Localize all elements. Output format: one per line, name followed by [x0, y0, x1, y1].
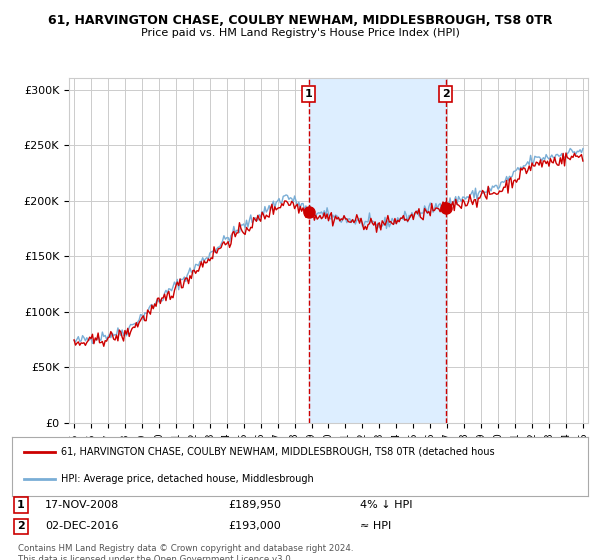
Text: 02-DEC-2016: 02-DEC-2016: [45, 521, 119, 531]
Text: 61, HARVINGTON CHASE, COULBY NEWHAM, MIDDLESBROUGH, TS8 0TR (detached hous: 61, HARVINGTON CHASE, COULBY NEWHAM, MID…: [61, 446, 494, 456]
Text: HPI: Average price, detached house, Middlesbrough: HPI: Average price, detached house, Midd…: [61, 474, 314, 484]
Text: 1: 1: [305, 89, 313, 99]
Text: Contains HM Land Registry data © Crown copyright and database right 2024.
This d: Contains HM Land Registry data © Crown c…: [18, 544, 353, 560]
Text: 1: 1: [17, 500, 25, 510]
Text: 2: 2: [17, 521, 25, 531]
Bar: [309, 78, 446, 423]
Text: 2: 2: [442, 89, 449, 99]
Text: ≈ HPI: ≈ HPI: [360, 521, 391, 531]
Text: £193,000: £193,000: [228, 521, 281, 531]
Text: £189,950: £189,950: [228, 500, 281, 510]
Text: 4% ↓ HPI: 4% ↓ HPI: [360, 500, 413, 510]
Text: 17-NOV-2008: 17-NOV-2008: [45, 500, 119, 510]
Text: 61, HARVINGTON CHASE, COULBY NEWHAM, MIDDLESBROUGH, TS8 0TR: 61, HARVINGTON CHASE, COULBY NEWHAM, MID…: [48, 14, 552, 27]
Text: Price paid vs. HM Land Registry's House Price Index (HPI): Price paid vs. HM Land Registry's House …: [140, 28, 460, 38]
